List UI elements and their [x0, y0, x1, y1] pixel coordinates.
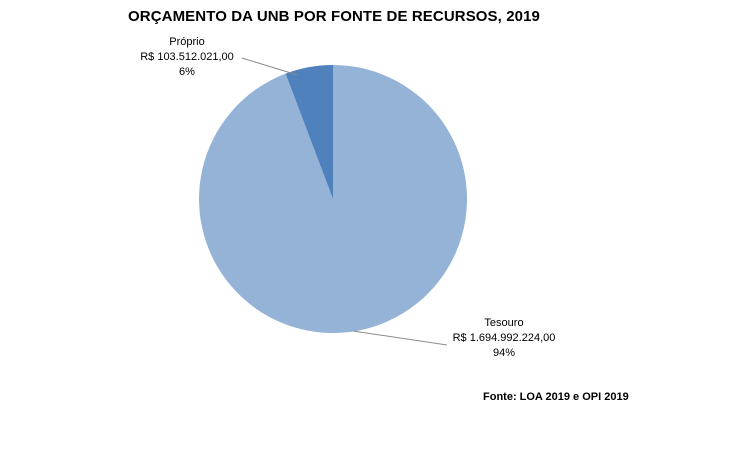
- data-label-tesouro: Tesouro R$ 1.694.992.224,00 94%: [444, 316, 564, 361]
- source-note: Fonte: LOA 2019 e OPI 2019: [483, 391, 629, 403]
- slice-name-proprio: Próprio: [169, 36, 205, 48]
- pie-slice-tesouro: [199, 65, 468, 333]
- slice-value-proprio: R$ 103.512.021,00: [140, 51, 234, 63]
- data-label-proprio: Próprio R$ 103.512.021,00 6%: [128, 35, 246, 80]
- leader-line-tesouro: [352, 330, 448, 346]
- slice-name-tesouro: Tesouro: [484, 317, 524, 329]
- slice-percent-proprio: 6%: [179, 66, 195, 78]
- chart-title: ORÇAMENTO DA UNB POR FONTE DE RECURSOS, …: [128, 8, 540, 25]
- pie-slice-proprio: [285, 65, 333, 199]
- slice-value-tesouro: R$ 1.694.992.224,00: [452, 332, 556, 344]
- leader-line-proprio: [241, 57, 298, 76]
- slice-percent-tesouro: 94%: [492, 347, 516, 359]
